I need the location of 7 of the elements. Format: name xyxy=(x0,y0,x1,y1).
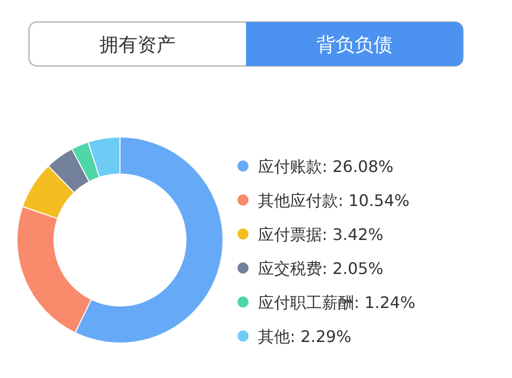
legend-label: 应付票据: 3.42% xyxy=(258,225,384,244)
legend-label: 其他: 2.29% xyxy=(258,327,352,346)
legend-label: 其他应付款: 10.54% xyxy=(258,191,410,210)
toggle: 拥有资产 背负负债 xyxy=(28,21,464,67)
legend-label: 应付账款: 26.08% xyxy=(258,157,394,176)
legend-label: 应付职工薪酬: 1.24% xyxy=(258,293,416,312)
legend-label: 应交税费: 2.05% xyxy=(258,259,384,278)
